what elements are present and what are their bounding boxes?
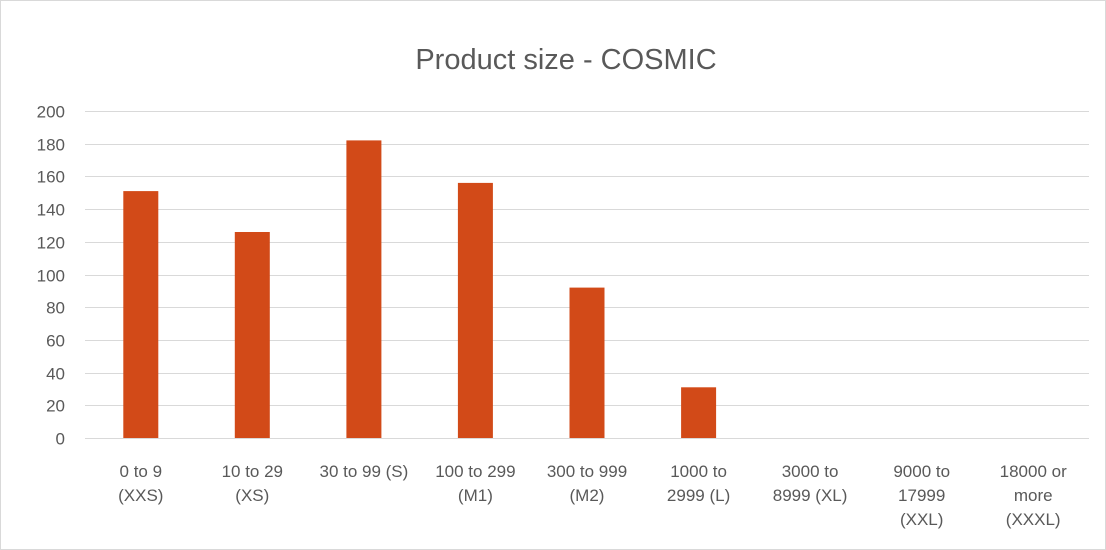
x-category-label: 18000 or more (XXXL) [1000,462,1067,529]
y-tick-label: 20 [46,397,65,416]
bars [123,140,717,438]
bar-5 [569,287,605,438]
y-tick-label: 200 [37,103,65,122]
bar-4 [457,182,493,438]
y-tick-label: 40 [46,365,65,384]
y-tick-label: 180 [37,136,65,155]
y-tick-label: 60 [46,332,65,351]
bar-3 [346,140,382,438]
y-tick-label: 140 [37,201,65,220]
chart-title: Product size - COSMIC [415,44,716,76]
y-axis-tick-labels: 0 20 40 60 80 100 120 140 160 180 200 [37,103,65,449]
x-category-label: 0 to 9 (XXS) [118,462,163,505]
y-tick-label: 0 [56,430,65,449]
y-tick-label: 160 [37,168,65,187]
bar-6 [681,387,717,438]
x-axis-category-labels: 0 to 9 (XXS) 10 to 29 (XS) 30 to 99 (S) 100 t… [118,462,1067,529]
x-category-label: 1000 to 2999 (L) [667,462,730,505]
x-category-label: 30 to 99 (S) [319,462,408,481]
x-category-label: 100 to 299 (M1) [435,462,515,505]
y-tick-label: 80 [46,299,65,318]
x-category-label: 3000 to 8999 (XL) [773,462,848,505]
y-tick-label: 120 [37,234,65,253]
y-tick-label: 100 [37,267,65,286]
x-category-label: 300 to 999 (M2) [547,462,627,505]
bar-2 [234,232,270,438]
bar-1 [123,191,159,438]
x-category-label: 10 to 29 (XS) [222,462,283,505]
x-category-label: 9000 to 17999 (XXL) [893,462,950,529]
